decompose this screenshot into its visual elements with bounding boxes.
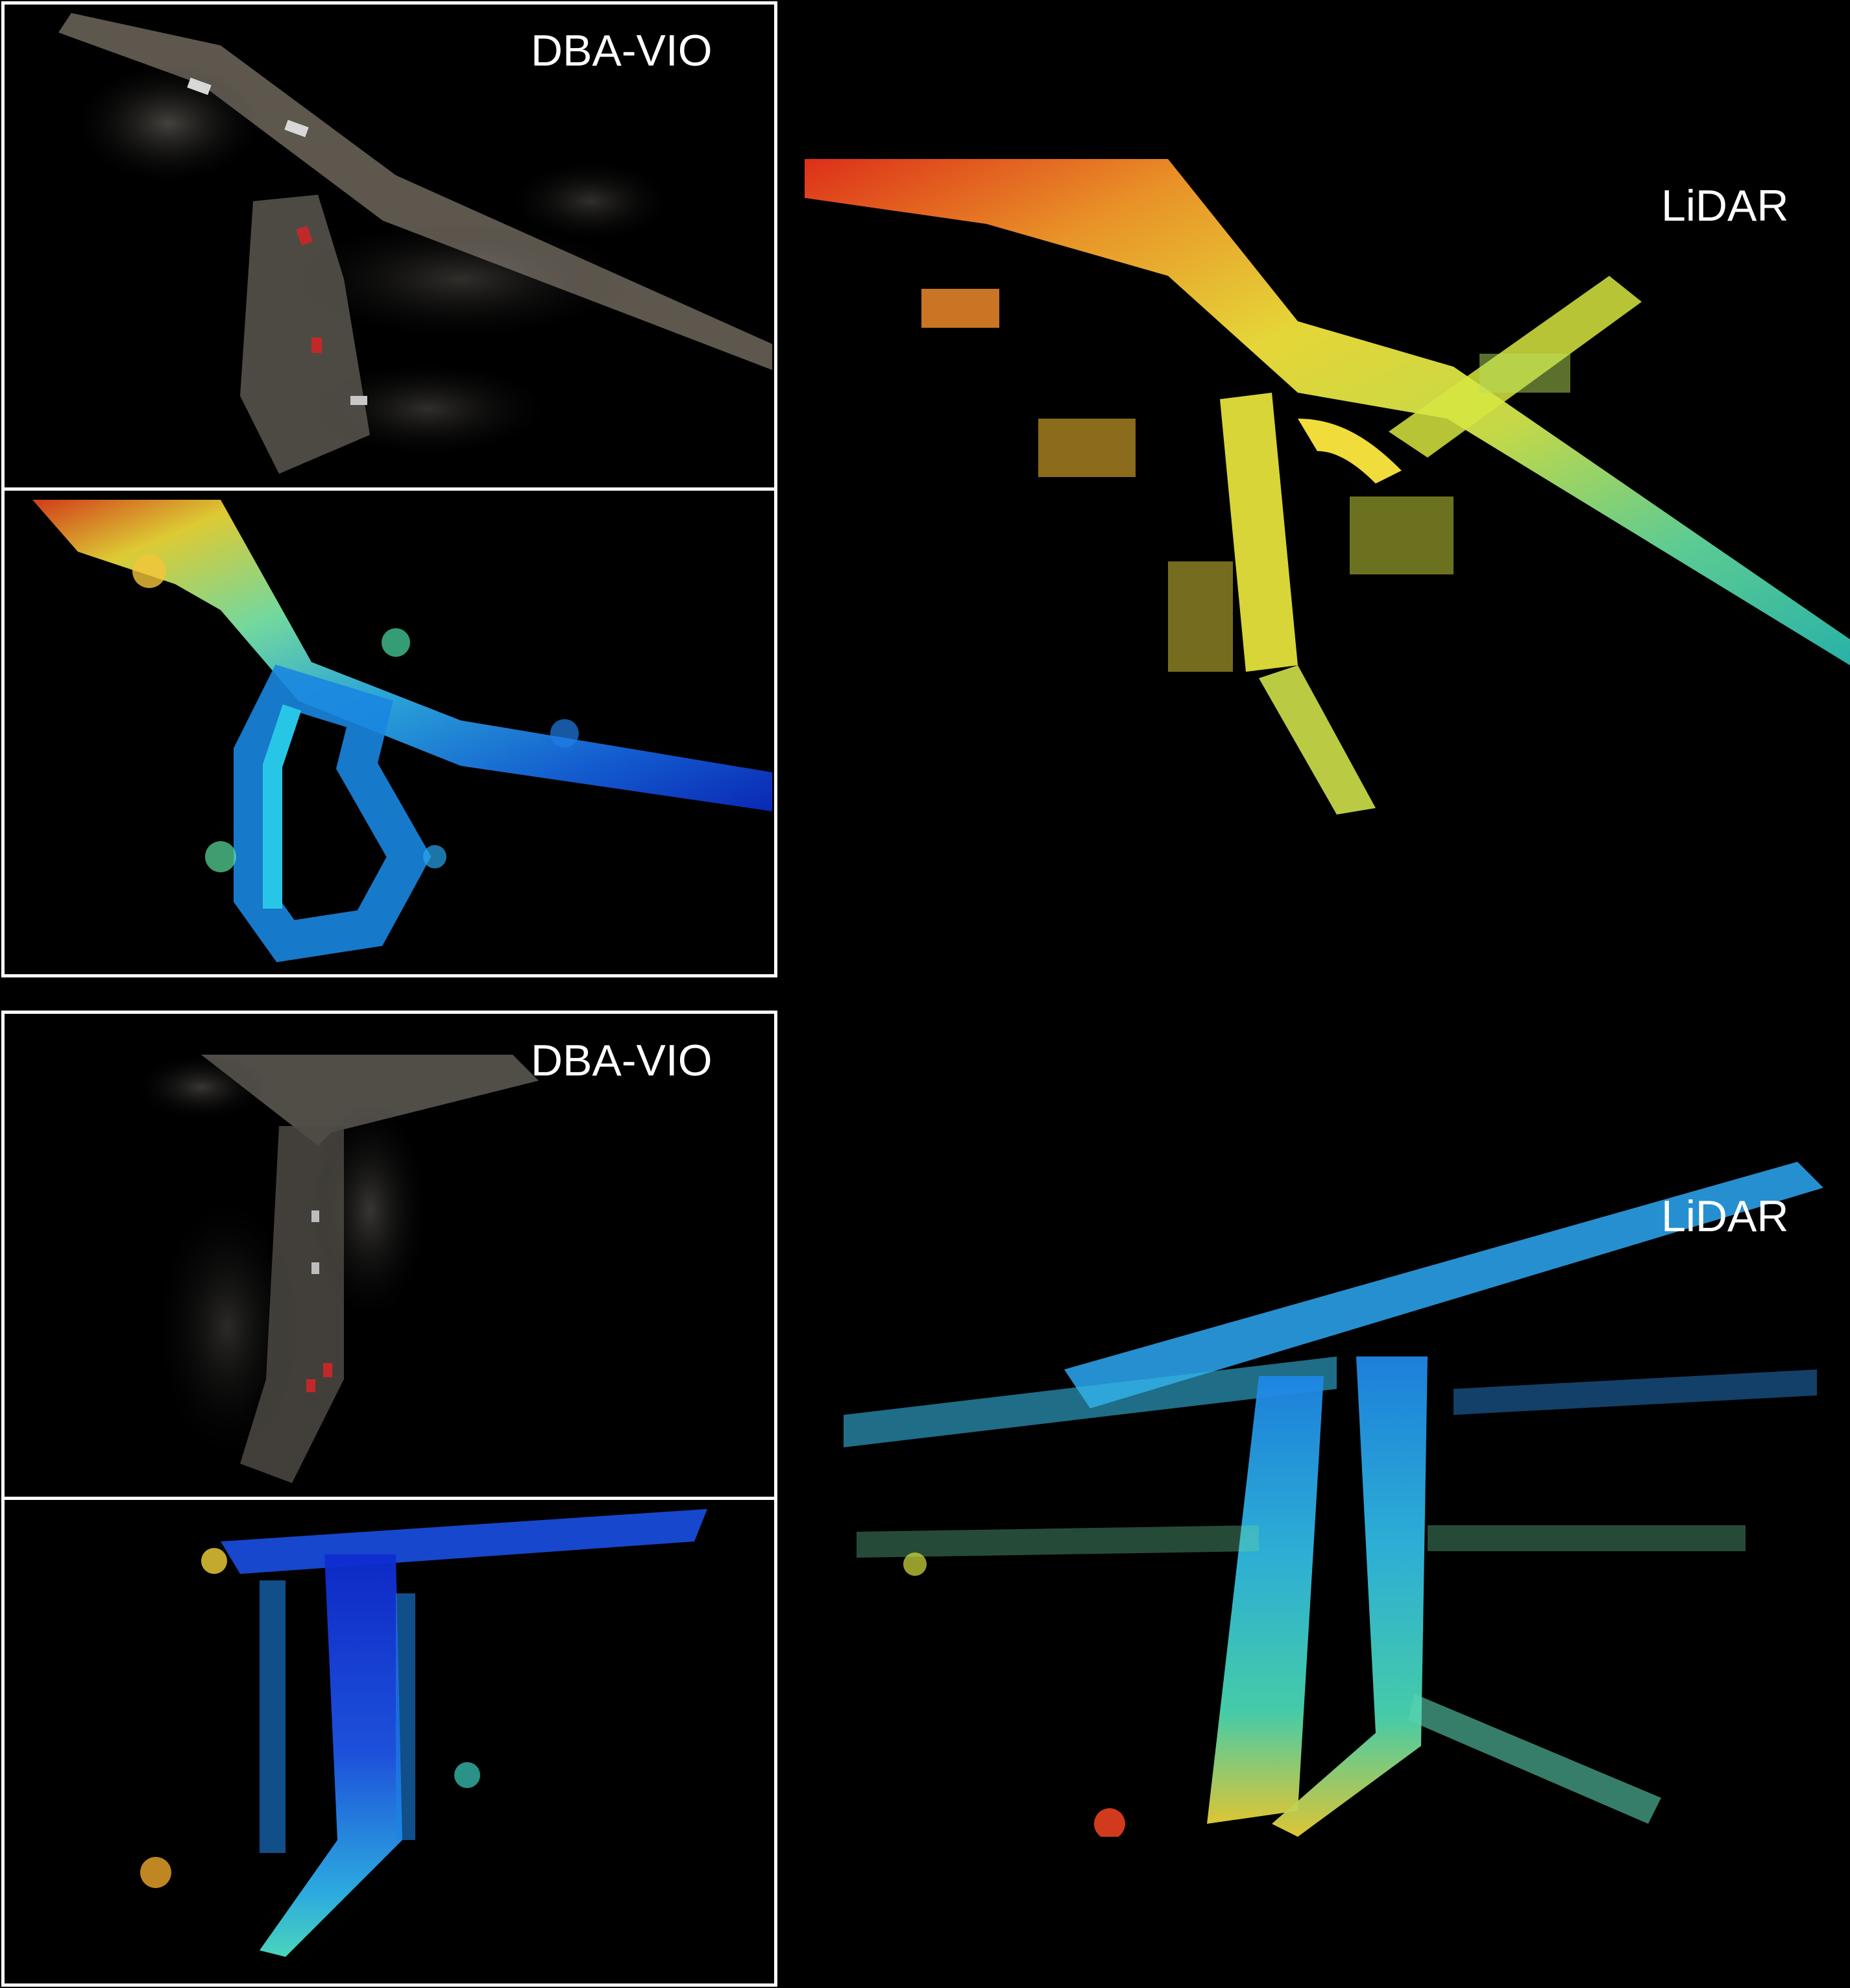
- top-vio-depth-pointcloud: [32, 500, 772, 963]
- bottom-vio-rgb-pointcloud: [136, 1055, 539, 1483]
- bottom-lidar-pointcloud: [844, 1162, 1823, 1837]
- top-vio-divider: [1, 487, 777, 491]
- top-vio-rgb-pointcloud: [58, 13, 772, 474]
- top-lidar-pointcloud: [805, 159, 1850, 815]
- bottom-vio-divider: [1, 1497, 777, 1500]
- bottom-vio-depth-pointcloud: [140, 1509, 707, 1957]
- bottom-lidar-label: LiDAR: [1661, 1192, 1789, 1241]
- bottom-vio-label: DBA-VIO: [531, 1036, 712, 1085]
- top-vio-label: DBA-VIO: [531, 26, 712, 75]
- top-lidar-label: LiDAR: [1661, 181, 1789, 230]
